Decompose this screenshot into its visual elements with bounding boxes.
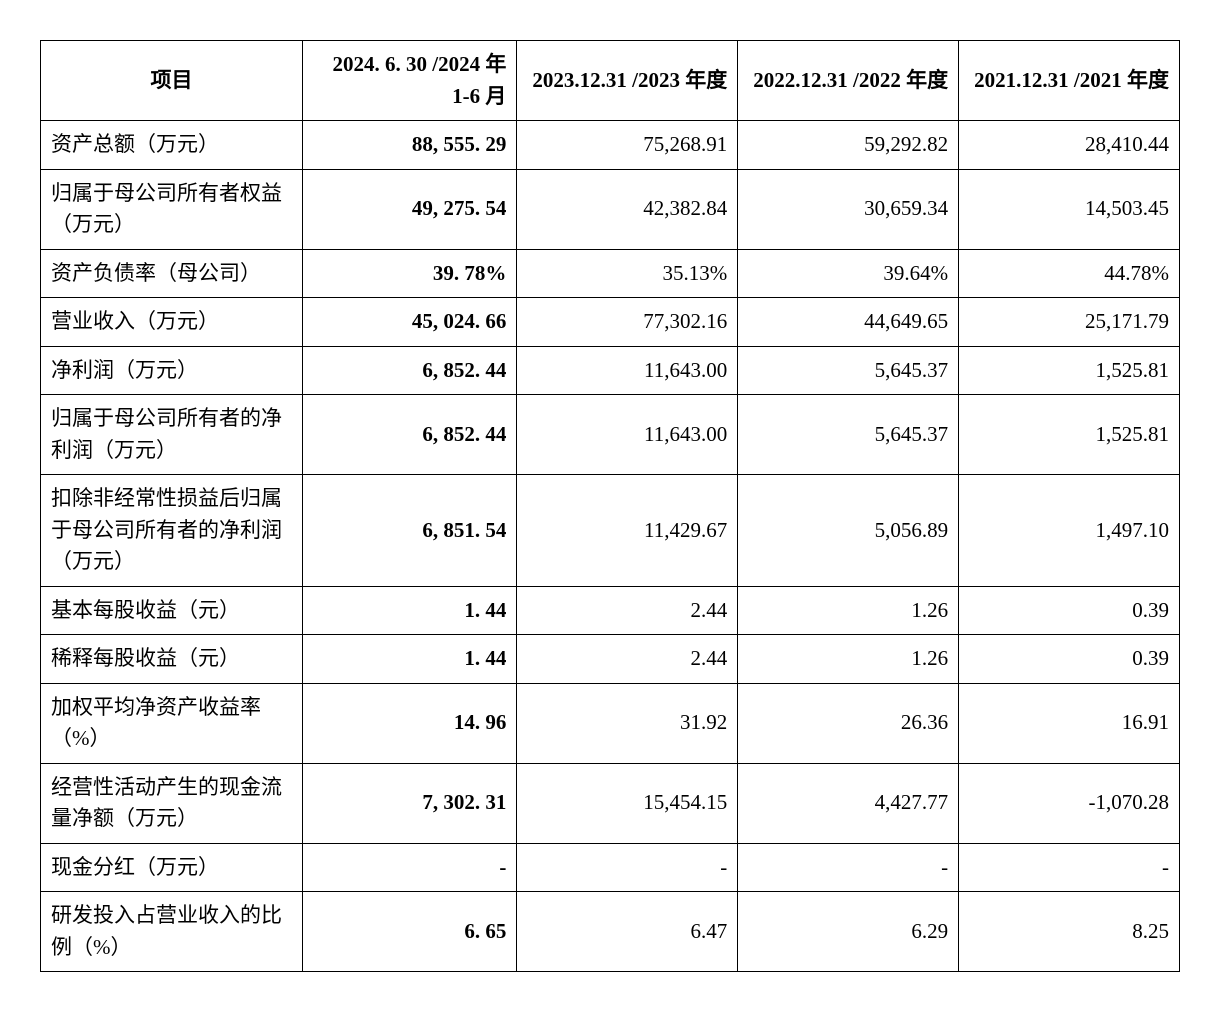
cell-2021: -1,070.28 — [959, 763, 1180, 843]
table-row: 资产总额（万元）88, 555. 2975,268.9159,292.8228,… — [41, 121, 1180, 170]
cell-item: 资产负债率（母公司） — [41, 249, 303, 298]
cell-2024h1: 1. 44 — [303, 635, 517, 684]
cell-2022: 26.36 — [738, 683, 959, 763]
cell-item: 净利润（万元） — [41, 346, 303, 395]
cell-2021: 8.25 — [959, 892, 1180, 972]
cell-2021: 28,410.44 — [959, 121, 1180, 170]
cell-2023: 6.47 — [517, 892, 738, 972]
cell-2024h1: 7, 302. 31 — [303, 763, 517, 843]
cell-2022: 5,645.37 — [738, 395, 959, 475]
cell-2022: 59,292.82 — [738, 121, 959, 170]
cell-2022: 44,649.65 — [738, 298, 959, 347]
table-row: 营业收入（万元）45, 024. 6677,302.1644,649.6525,… — [41, 298, 1180, 347]
cell-2023: 35.13% — [517, 249, 738, 298]
cell-2022: 5,056.89 — [738, 475, 959, 587]
cell-2023: 2.44 — [517, 635, 738, 684]
table-header-row: 项目 2024. 6. 30 /2024 年 1-6 月 2023.12.31 … — [41, 41, 1180, 121]
cell-2024h1: 88, 555. 29 — [303, 121, 517, 170]
cell-2024h1: 39. 78% — [303, 249, 517, 298]
cell-item: 研发投入占营业收入的比例（%） — [41, 892, 303, 972]
cell-item: 扣除非经常性损益后归属于母公司所有者的净利润（万元） — [41, 475, 303, 587]
table-row: 归属于母公司所有者的净利润（万元）6, 852. 4411,643.005,64… — [41, 395, 1180, 475]
table-row: 净利润（万元）6, 852. 4411,643.005,645.371,525.… — [41, 346, 1180, 395]
table-body: 资产总额（万元）88, 555. 2975,268.9159,292.8228,… — [41, 121, 1180, 972]
financial-table: 项目 2024. 6. 30 /2024 年 1-6 月 2023.12.31 … — [40, 40, 1180, 972]
cell-item: 经营性活动产生的现金流量净额（万元） — [41, 763, 303, 843]
cell-2024h1: - — [303, 843, 517, 892]
cell-2024h1: 6, 852. 44 — [303, 346, 517, 395]
cell-2022: 39.64% — [738, 249, 959, 298]
cell-2023: 11,643.00 — [517, 346, 738, 395]
cell-2024h1: 6, 851. 54 — [303, 475, 517, 587]
cell-2022: 1.26 — [738, 586, 959, 635]
cell-2022: 6.29 — [738, 892, 959, 972]
header-item: 项目 — [41, 41, 303, 121]
cell-2021: - — [959, 843, 1180, 892]
cell-item: 归属于母公司所有者权益（万元） — [41, 169, 303, 249]
cell-item: 现金分红（万元） — [41, 843, 303, 892]
cell-2021: 1,525.81 — [959, 395, 1180, 475]
cell-2021: 25,171.79 — [959, 298, 1180, 347]
cell-2023: 11,429.67 — [517, 475, 738, 587]
cell-2023: 77,302.16 — [517, 298, 738, 347]
cell-2023: 42,382.84 — [517, 169, 738, 249]
cell-2022: 4,427.77 — [738, 763, 959, 843]
table-row: 研发投入占营业收入的比例（%）6. 656.476.298.25 — [41, 892, 1180, 972]
cell-item: 营业收入（万元） — [41, 298, 303, 347]
cell-2024h1: 6, 852. 44 — [303, 395, 517, 475]
table-row: 归属于母公司所有者权益（万元）49, 275. 5442,382.8430,65… — [41, 169, 1180, 249]
cell-item: 资产总额（万元） — [41, 121, 303, 170]
cell-2024h1: 45, 024. 66 — [303, 298, 517, 347]
cell-2021: 1,497.10 — [959, 475, 1180, 587]
cell-2024h1: 6. 65 — [303, 892, 517, 972]
cell-2023: 11,643.00 — [517, 395, 738, 475]
cell-2021: 14,503.45 — [959, 169, 1180, 249]
cell-2021: 16.91 — [959, 683, 1180, 763]
table-row: 稀释每股收益（元）1. 442.441.260.39 — [41, 635, 1180, 684]
table-row: 基本每股收益（元）1. 442.441.260.39 — [41, 586, 1180, 635]
cell-2022: 5,645.37 — [738, 346, 959, 395]
cell-2023: 31.92 — [517, 683, 738, 763]
table-row: 扣除非经常性损益后归属于母公司所有者的净利润（万元）6, 851. 5411,4… — [41, 475, 1180, 587]
cell-2023: 75,268.91 — [517, 121, 738, 170]
cell-2021: 0.39 — [959, 586, 1180, 635]
header-2021: 2021.12.31 /2021 年度 — [959, 41, 1180, 121]
cell-2022: 1.26 — [738, 635, 959, 684]
table-row: 现金分红（万元）---- — [41, 843, 1180, 892]
cell-2023: 15,454.15 — [517, 763, 738, 843]
header-2024h1: 2024. 6. 30 /2024 年 1-6 月 — [303, 41, 517, 121]
cell-item: 稀释每股收益（元） — [41, 635, 303, 684]
cell-item: 基本每股收益（元） — [41, 586, 303, 635]
cell-2022: 30,659.34 — [738, 169, 959, 249]
header-2023: 2023.12.31 /2023 年度 — [517, 41, 738, 121]
cell-2022: - — [738, 843, 959, 892]
cell-item: 加权平均净资产收益率（%） — [41, 683, 303, 763]
table-row: 经营性活动产生的现金流量净额（万元）7, 302. 3115,454.154,4… — [41, 763, 1180, 843]
cell-2021: 44.78% — [959, 249, 1180, 298]
table-row: 资产负债率（母公司）39. 78%35.13%39.64%44.78% — [41, 249, 1180, 298]
cell-2021: 1,525.81 — [959, 346, 1180, 395]
cell-2023: 2.44 — [517, 586, 738, 635]
table-row: 加权平均净资产收益率（%）14. 9631.9226.3616.91 — [41, 683, 1180, 763]
cell-item: 归属于母公司所有者的净利润（万元） — [41, 395, 303, 475]
cell-2024h1: 14. 96 — [303, 683, 517, 763]
cell-2024h1: 49, 275. 54 — [303, 169, 517, 249]
cell-2021: 0.39 — [959, 635, 1180, 684]
cell-2023: - — [517, 843, 738, 892]
header-2022: 2022.12.31 /2022 年度 — [738, 41, 959, 121]
cell-2024h1: 1. 44 — [303, 586, 517, 635]
